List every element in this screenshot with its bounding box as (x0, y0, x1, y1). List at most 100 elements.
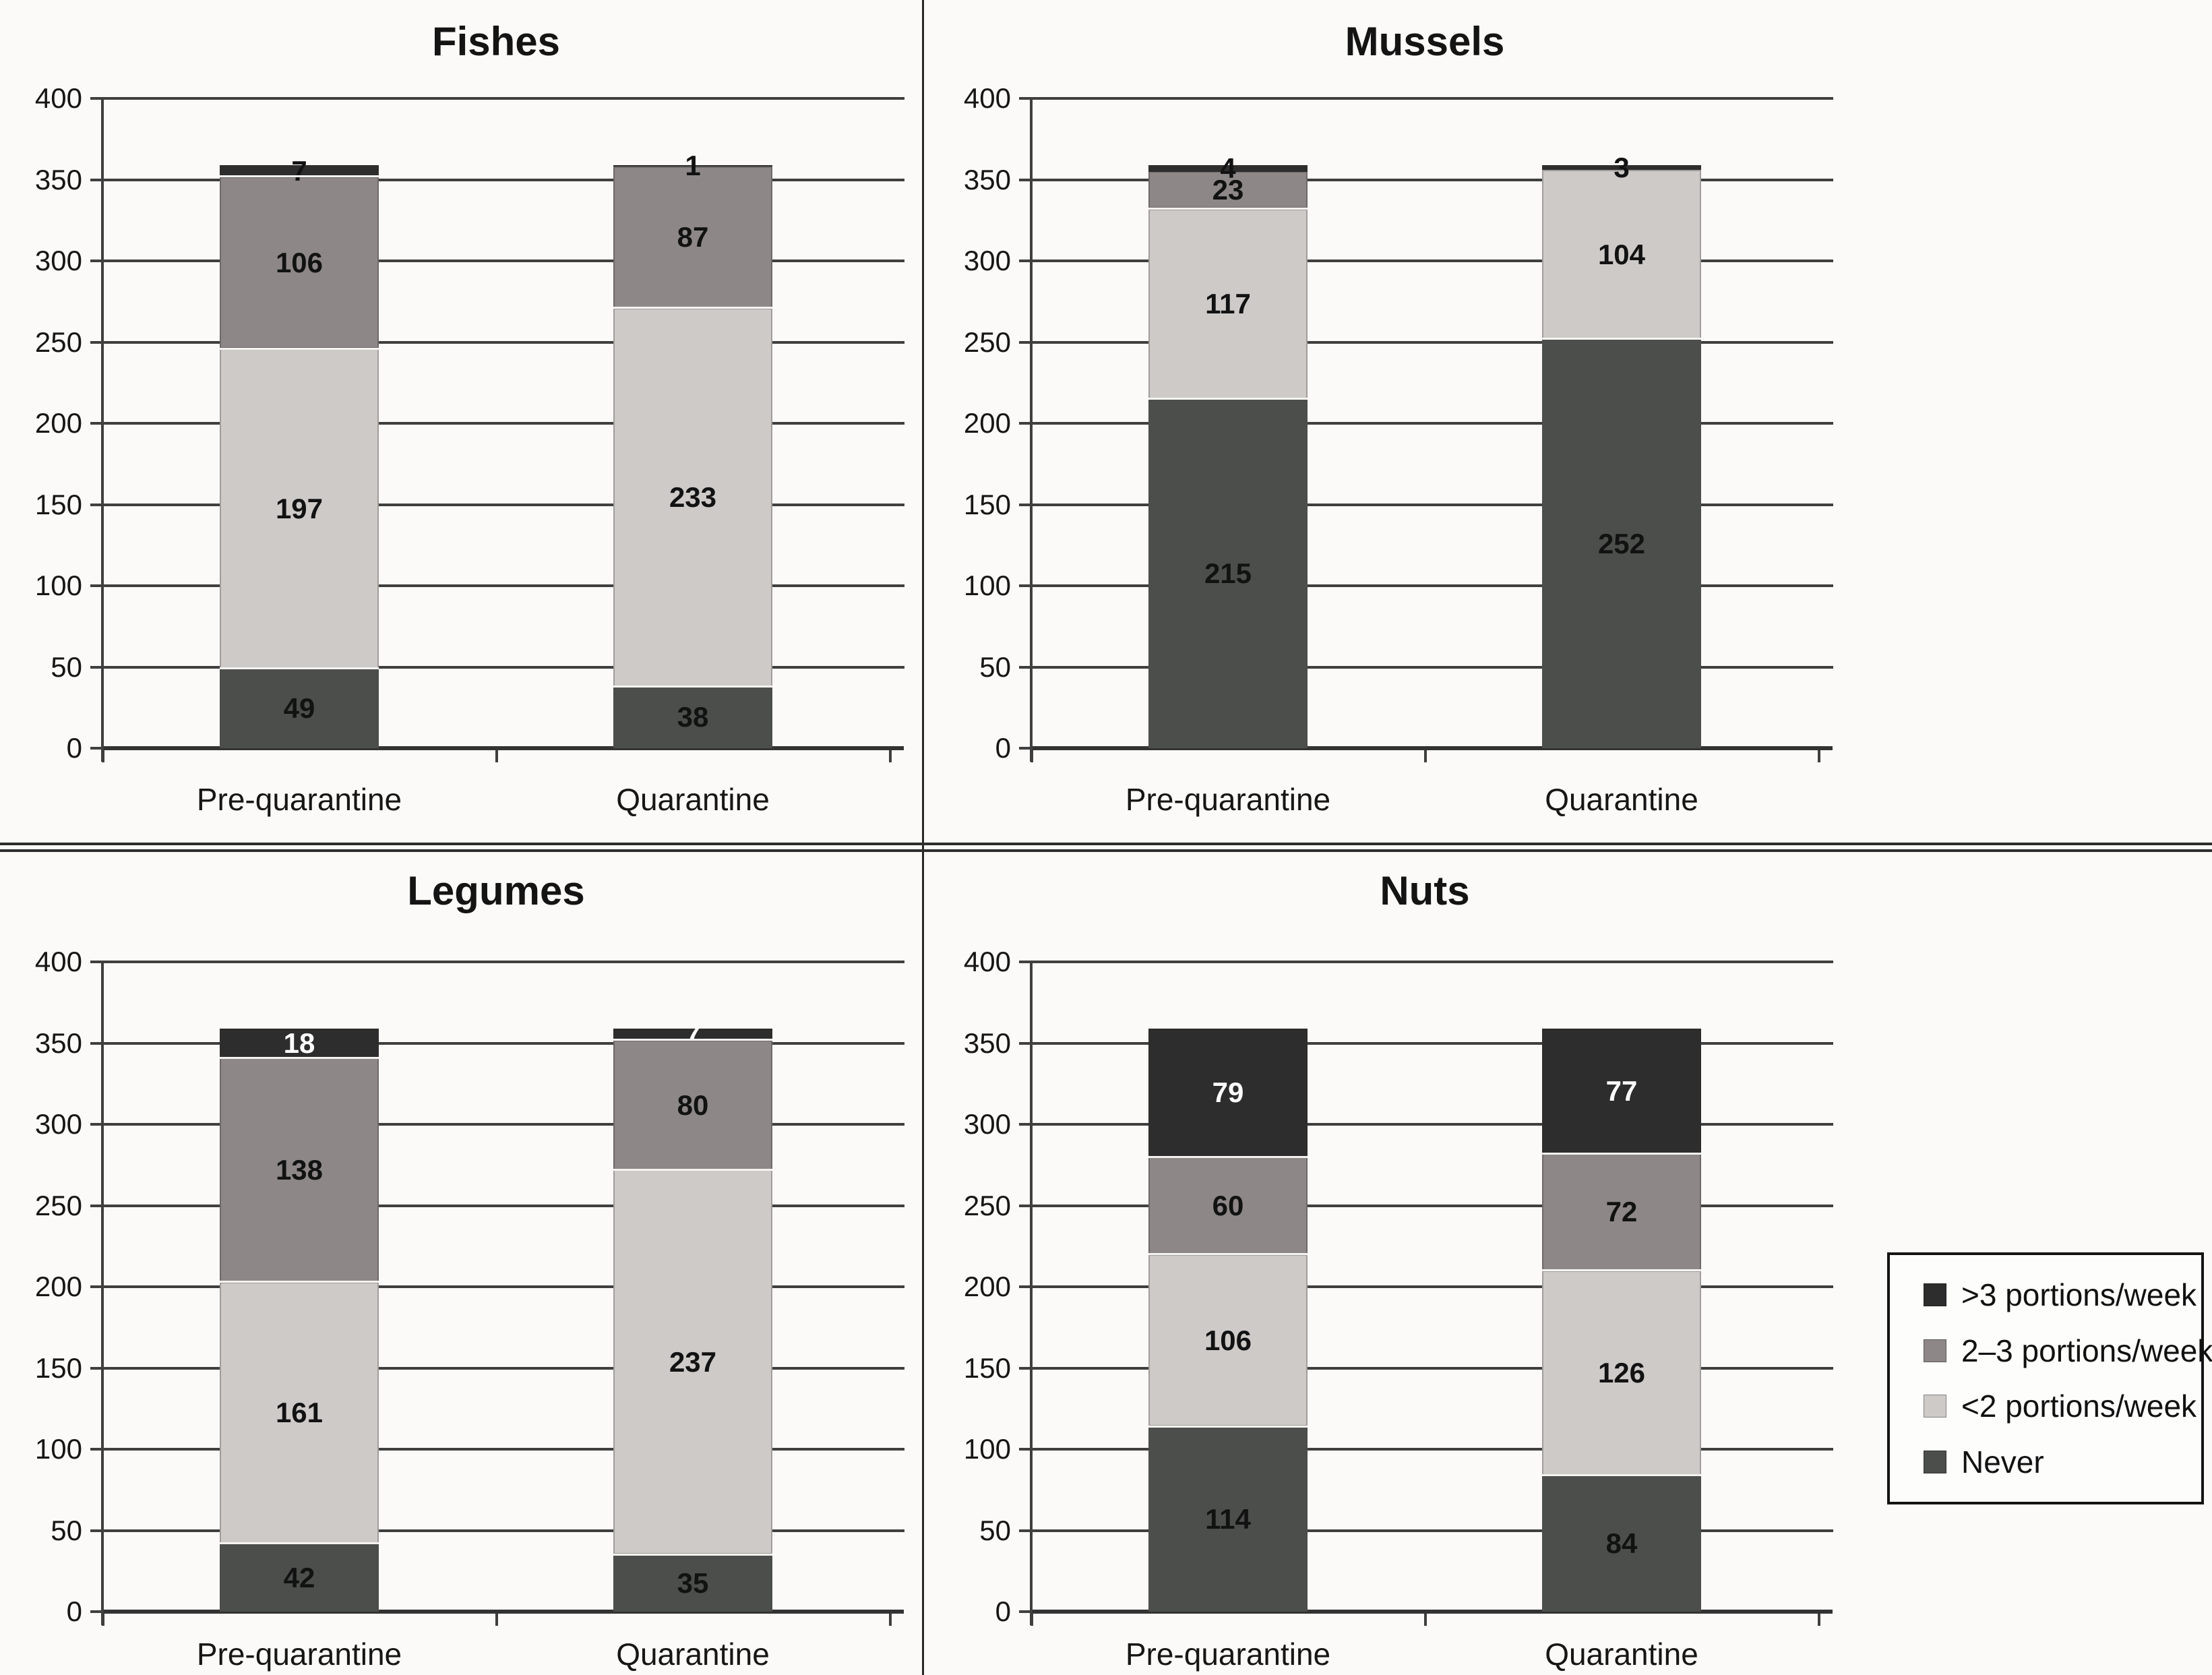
y-tick-label-mussels-200: 200 (963, 407, 1011, 439)
bar-segment-label: 7 (291, 154, 307, 187)
gridline-mussels-400 (1031, 97, 1833, 100)
legend-item-gt3: >3 portions/week (1924, 1277, 2201, 1312)
bar-segment-fishes-pre-0: 49 (220, 669, 379, 748)
bar-segment-label: 114 (1205, 1502, 1251, 1535)
bar-segment-label: 84 (1605, 1527, 1638, 1559)
legend-label-gt3: >3 portions/week (1961, 1277, 2197, 1313)
bar-segment-legumes-pre-3: 18 (220, 1027, 379, 1059)
legend-item-2-3: 2–3 portions/week (1924, 1333, 2212, 1368)
bar-segment-label: 38 (677, 701, 709, 733)
x-category-label-mussels-pre-quarantine: Pre-quarantine (1125, 782, 1331, 817)
x-tick-legumes-2 (889, 1614, 892, 1626)
x-category-label-legumes-pre-quarantine: Pre-quarantine (196, 1637, 402, 1672)
y-tick-legumes-100 (90, 1448, 102, 1451)
legend-item-never: Never (1924, 1444, 2201, 1480)
bar-segment-legumes-quar-3: 7 (613, 1029, 772, 1040)
legend-swatch-lt2-portions-icon (1924, 1395, 1946, 1418)
y-tick-legumes-300 (90, 1123, 102, 1126)
gridline-nuts-400 (1031, 961, 1833, 963)
y-tick-nuts-250 (1019, 1205, 1031, 1207)
y-tick-label-nuts-250: 250 (963, 1190, 1011, 1221)
y-tick-label-fishes-300: 300 (34, 245, 82, 276)
y-tick-label-mussels-300: 300 (963, 245, 1011, 276)
gridline-nuts-150 (1031, 1367, 1833, 1370)
y-tick-nuts-400 (1019, 961, 1031, 963)
y-tick-label-mussels-100: 100 (963, 570, 1011, 601)
bar-segment-separator (1542, 1474, 1701, 1476)
y-tick-label-legumes-250: 250 (34, 1190, 82, 1221)
bar-segment-separator (1148, 1426, 1308, 1428)
bar-segment-label: 18 (283, 1027, 315, 1059)
bar-segment-separator (220, 1281, 379, 1283)
bar-segment-fishes-quar-2: 87 (613, 166, 772, 308)
bar-segment-separator (1148, 1253, 1308, 1255)
y-tick-label-fishes-200: 200 (34, 407, 82, 439)
bar-segment-fishes-quar-3: 1 (613, 150, 772, 181)
bar-segment-label: 80 (677, 1089, 709, 1121)
y-tick-label-nuts-100: 100 (963, 1433, 1011, 1465)
y-tick-nuts-0 (1019, 1610, 1031, 1613)
y-tick-label-legumes-350: 350 (34, 1027, 82, 1059)
legend-label-lt2: <2 portions/week (1961, 1389, 2197, 1424)
y-tick-fishes-0 (90, 747, 102, 750)
y-tick-label-legumes-300: 300 (34, 1108, 82, 1140)
panel-divider-horizontal-bottom (0, 849, 2212, 852)
gridline-nuts-200 (1031, 1285, 1833, 1288)
y-tick-fishes-300 (90, 260, 102, 262)
bar-segment-mussels-quar-0: 252 (1542, 339, 1701, 748)
bar-segment-separator (613, 1039, 772, 1041)
x-category-label-legumes-quarantine: Quarantine (616, 1637, 770, 1672)
bar-segment-label: 215 (1204, 557, 1252, 589)
bar-segment-separator (613, 307, 772, 309)
bar-segment-separator (613, 1554, 772, 1556)
panel-divider-vertical (922, 0, 924, 1675)
bar-segment-label: 106 (1204, 1324, 1252, 1356)
legend-label-never: Never (1961, 1444, 2044, 1480)
y-tick-legumes-0 (90, 1610, 102, 1613)
x-tick-legumes-0 (102, 1614, 104, 1626)
gridline-mussels-150 (1031, 504, 1833, 506)
legend-item-lt2: <2 portions/week (1924, 1389, 2201, 1424)
bar-segment-label: 117 (1205, 288, 1251, 319)
bar-segment-legumes-quar-1: 237 (613, 1169, 772, 1554)
bar-segment-nuts-pre-3: 79 (1148, 1029, 1308, 1157)
bar-segment-label: 42 (283, 1561, 315, 1593)
x-tick-fishes-1 (495, 750, 498, 762)
y-tick-mussels-50 (1019, 666, 1031, 669)
y-tick-nuts-300 (1019, 1123, 1031, 1126)
gridline-fishes-300 (102, 260, 904, 262)
bar-segment-fishes-quar-0: 38 (613, 686, 772, 748)
bar-segment-label: 161 (275, 1397, 324, 1428)
y-tick-mussels-0 (1019, 747, 1031, 750)
chart-title-nuts: Nuts (1380, 868, 1470, 913)
bar-segment-legumes-pre-2: 138 (220, 1058, 379, 1282)
gridline-legumes-250 (102, 1205, 904, 1207)
y-tick-legumes-200 (90, 1285, 102, 1288)
y-tick-fishes-250 (90, 341, 102, 344)
y-tick-label-mussels-400: 400 (963, 82, 1011, 114)
bar-segment-separator (220, 1542, 379, 1544)
y-tick-label-mussels-150: 150 (963, 489, 1011, 520)
y-tick-label-fishes-50: 50 (51, 651, 82, 683)
y-tick-legumes-250 (90, 1205, 102, 1207)
y-tick-label-fishes-0: 0 (66, 732, 82, 764)
bar-segment-separator (1542, 1269, 1701, 1271)
gridline-fishes-150 (102, 504, 904, 506)
gridline-legumes-200 (102, 1285, 904, 1288)
bar-segment-label: 106 (275, 246, 324, 278)
y-tick-label-mussels-250: 250 (963, 326, 1011, 358)
x-category-label-fishes-quarantine: Quarantine (616, 782, 770, 817)
gridline-nuts-50 (1031, 1529, 1833, 1532)
y-tick-nuts-100 (1019, 1448, 1031, 1451)
y-tick-label-legumes-150: 150 (34, 1352, 82, 1384)
chart-title-fishes: Fishes (431, 19, 561, 64)
gridline-fishes-100 (102, 584, 904, 587)
legend-swatch-gt3-portions-icon (1924, 1283, 1946, 1307)
bar-segment-nuts-pre-1: 106 (1148, 1254, 1308, 1426)
y-tick-label-mussels-0: 0 (995, 732, 1011, 764)
y-tick-fishes-50 (90, 666, 102, 669)
gridline-nuts-300 (1031, 1123, 1833, 1126)
bar-segment-label: 3 (1614, 151, 1630, 183)
y-axis-legumes (101, 961, 104, 1625)
bar-segment-mussels-pre-2: 23 (1148, 171, 1308, 208)
